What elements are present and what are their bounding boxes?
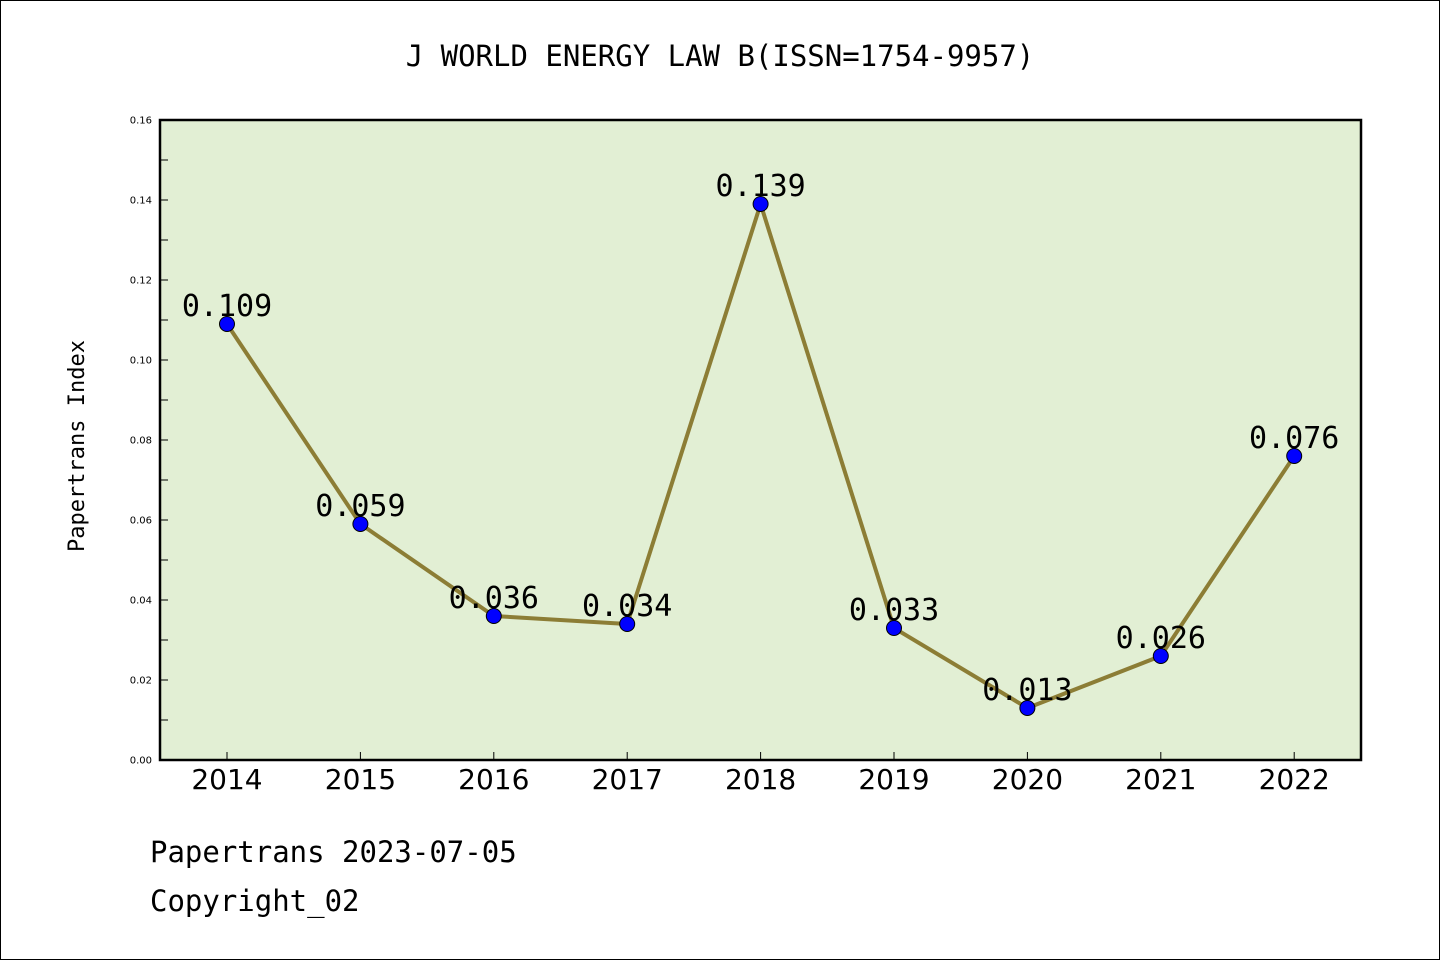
- y-tick-label: 0.12: [130, 276, 152, 287]
- x-tick-label: 2022: [1259, 763, 1330, 796]
- series-markers: [219, 196, 1303, 716]
- x-tick-label: 2015: [325, 763, 396, 796]
- data-point: [619, 616, 636, 632]
- data-point: [352, 516, 369, 532]
- data-point: [1019, 700, 1036, 716]
- data-label: 0.013: [982, 673, 1072, 708]
- data-label: 0.076: [1249, 421, 1339, 456]
- data-label: 0.109: [182, 289, 272, 324]
- y-tick-label: 0.16: [130, 116, 152, 127]
- data-label: 0.139: [715, 169, 805, 204]
- y-tick-label: 0.04: [130, 596, 152, 607]
- x-tick-label: 2019: [858, 763, 929, 796]
- x-tick-label: 2014: [191, 763, 262, 796]
- data-labels: 0.109 0.059 0.036 0.034 0.139 0.033 0.013 0.026…: [182, 169, 1340, 708]
- data-label: 0.059: [315, 489, 405, 524]
- y-tick-label: 0.00: [130, 756, 152, 767]
- y-axis: 0.00 0.02 0.04 0.06 0.08 0.10 0.12 0.14 0.16: [130, 116, 168, 767]
- x-tick-label: 2016: [458, 763, 529, 796]
- data-point: [752, 196, 769, 212]
- chart-title: J WORLD ENERGY LAW B(ISSN=1754-9957): [406, 39, 1035, 73]
- data-label: 0.026: [1116, 621, 1206, 656]
- x-tick-label: 2017: [592, 763, 663, 796]
- data-label: 0.033: [849, 593, 939, 628]
- data-label: 0.034: [582, 589, 672, 624]
- y-tick-label: 0.08: [130, 436, 152, 447]
- footer-copyright: Copyright_02: [150, 884, 360, 918]
- data-point: [886, 620, 902, 636]
- y-tick-label: 0.14: [130, 196, 152, 207]
- x-tick-label: 2021: [1125, 763, 1196, 796]
- data-point: [1152, 648, 1169, 664]
- y-tick-label: 0.10: [130, 356, 152, 367]
- y-tick-label: 0.06: [130, 516, 152, 527]
- data-point: [1286, 448, 1303, 464]
- data-point: [485, 608, 502, 624]
- y-tick-label: 0.02: [130, 676, 152, 687]
- x-tick-label: 2018: [725, 763, 796, 796]
- y-axis-label: Papertrans Index: [65, 340, 90, 552]
- footer-date-line: Papertrans 2023-07-05: [150, 835, 517, 869]
- plot-area: [158, 118, 1363, 762]
- data-label: 0.036: [449, 581, 539, 616]
- x-axis: 2014 2015 2016 2017 2018 2019 2020 2021 2022: [191, 752, 1330, 796]
- data-point: [219, 316, 235, 332]
- x-tick-label: 2020: [992, 763, 1063, 796]
